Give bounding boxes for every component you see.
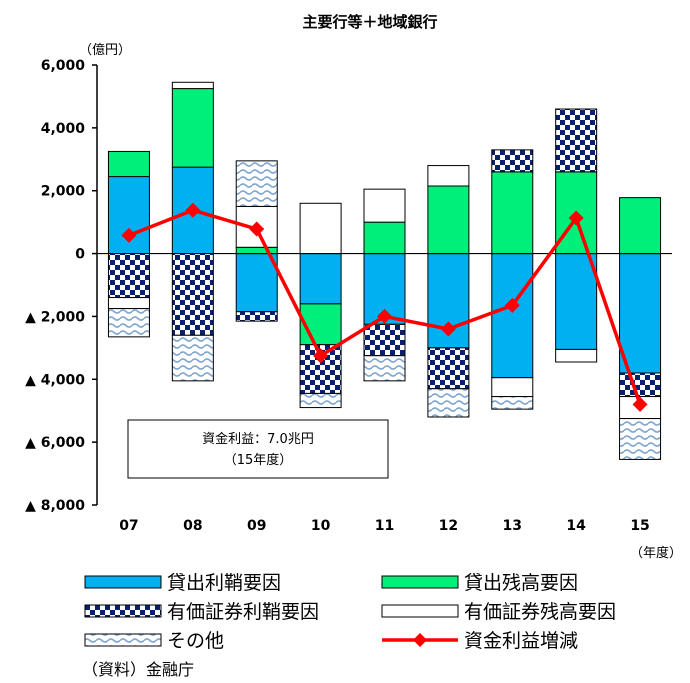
x-tick-label: 08	[183, 518, 202, 534]
line-marker-14	[568, 210, 584, 226]
bar-segment-13	[491, 377, 534, 398]
legend-label: 貸出残高要因	[464, 572, 578, 594]
line-marker-08	[185, 202, 201, 218]
bar-segment-15	[619, 418, 662, 460]
legend-label: 有価証券利鞘要因	[167, 601, 319, 623]
bar-segment-12	[427, 347, 470, 390]
bar-segment-11	[363, 188, 406, 223]
annotation-line-1: 資金利益：7.0兆円	[202, 431, 314, 447]
legend-swatch	[84, 633, 162, 647]
bar-segment-10	[299, 202, 342, 255]
bar-segment-08	[171, 81, 214, 90]
x-tick-label: 14	[566, 518, 586, 534]
bar-segment-13	[491, 253, 534, 379]
bar-segment-14	[555, 253, 598, 350]
legend-swatch	[84, 604, 162, 618]
annotation-box: 資金利益：7.0兆円 （15年度）	[127, 419, 389, 479]
line-marker-07	[121, 227, 137, 243]
x-tick-label: 10	[311, 518, 331, 534]
bars	[107, 81, 662, 460]
bar-segment-11	[363, 323, 406, 357]
x-tick-labels: 07 08 09 10 11 12 13 14 15	[119, 518, 650, 534]
line-marker-13	[504, 297, 520, 313]
y-axis: 6,000 4,000 2,000 0 ▲ 2,000 ▲ 4,000 ▲ 6,000 ▲ 8…	[25, 58, 98, 514]
x-tick-label: 15	[630, 518, 649, 534]
bar-segment-12	[427, 388, 470, 418]
bar-segment-14	[555, 108, 598, 173]
legend-swatch	[381, 604, 459, 618]
x-tick-label: 13	[503, 518, 522, 534]
bar-segment-15	[619, 197, 662, 255]
bar-segment-13	[491, 171, 534, 255]
y-tick-label: ▲ 2,000	[25, 309, 85, 325]
bar-segment-10	[299, 253, 342, 305]
bar-segment-09	[235, 160, 278, 207]
x-tick-label: 07	[119, 518, 138, 534]
y-tick-label: 2,000	[41, 184, 86, 200]
bar-segment-15	[619, 372, 662, 398]
bar-segment-14	[555, 348, 598, 363]
bar-segment-07	[107, 297, 150, 310]
bar-segment-07	[107, 308, 150, 338]
y-tick-label: ▲ 6,000	[25, 435, 85, 451]
line-marker-12	[440, 321, 456, 337]
legend-label: 資金利益増減	[464, 630, 578, 652]
bar-segment-15	[619, 253, 662, 374]
y-tick-label: ▲ 8,000	[25, 498, 85, 514]
y-tick-label: ▲ 4,000	[25, 372, 85, 388]
y-unit-label: （億円）	[79, 42, 131, 58]
bar-segment-13	[491, 396, 534, 410]
bar-segment-11	[363, 221, 406, 255]
source-note: （資料）金融庁	[82, 660, 194, 679]
x-unit-label: （年度）	[630, 545, 682, 561]
bar-segment-08	[171, 334, 214, 382]
legend-label: その他	[167, 630, 224, 652]
legend-label: 有価証券残高要因	[464, 601, 616, 623]
x-tick-label: 12	[439, 518, 458, 534]
legend-swatch	[381, 575, 459, 589]
line-marker-15	[632, 396, 648, 412]
y-tick-label: 6,000	[41, 58, 86, 74]
line-marker-09	[249, 221, 265, 237]
bar-segment-10	[299, 392, 342, 409]
y-tick-label: 0	[75, 247, 85, 263]
x-tick-label: 09	[247, 518, 266, 534]
y-tick-label: 4,000	[41, 121, 86, 137]
annotation-line-2: （15年度）	[224, 452, 293, 468]
x-tick-label: 11	[375, 518, 394, 534]
bar-segment-07	[107, 253, 150, 299]
legend-swatch-marker	[413, 633, 427, 647]
legend-swatch	[84, 575, 162, 589]
line-marker-10	[313, 348, 329, 364]
bar-segment-13	[491, 149, 534, 173]
line-marker-11	[377, 308, 392, 324]
bar-segment-09	[235, 253, 278, 313]
bar-segment-11	[363, 355, 406, 382]
bar-segment-09	[235, 311, 278, 322]
legend-label: 貸出利鞘要因	[167, 572, 281, 594]
bar-segment-08	[171, 253, 214, 336]
bar-segment-07	[107, 150, 150, 178]
chart-title: 主要行等＋地域銀行	[302, 13, 437, 31]
bar-segment-12	[427, 185, 470, 255]
net-interest-income-line	[121, 202, 648, 412]
bar-segment-12	[427, 165, 470, 187]
bar-segment-08	[171, 88, 214, 168]
bar-segment-09	[235, 246, 278, 255]
